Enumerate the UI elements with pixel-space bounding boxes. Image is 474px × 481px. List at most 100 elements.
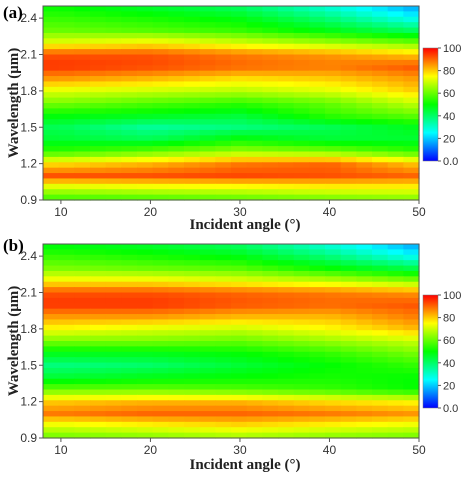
heatmap-cell <box>262 281 279 288</box>
heatmap-cell <box>387 140 404 147</box>
heatmap-cell <box>278 341 295 347</box>
heatmap-cell <box>90 378 107 385</box>
heatmap-cell <box>43 314 60 321</box>
heatmap-cell <box>137 146 154 153</box>
heatmap-cell <box>105 260 122 267</box>
heatmap-cell <box>278 189 295 196</box>
heatmap-cell <box>215 421 232 428</box>
heatmap-cell <box>199 405 216 412</box>
heatmap-cell <box>105 194 122 201</box>
heatmap-cell <box>168 92 185 99</box>
heatmap-cell <box>309 81 326 88</box>
heatmap-cell <box>199 416 216 423</box>
heatmap-cell <box>262 260 279 267</box>
heatmap-cell <box>231 416 248 423</box>
heatmap-cell <box>152 249 169 256</box>
heatmap-cell <box>340 394 357 401</box>
heatmap-cell <box>231 27 248 34</box>
heatmap-cell <box>168 389 185 396</box>
heatmap-cell <box>121 76 138 83</box>
heatmap-cell <box>74 81 91 88</box>
heatmap-cell <box>90 249 107 256</box>
heatmap-cell <box>340 113 357 120</box>
heatmap-cell <box>340 70 357 77</box>
heatmap-cell <box>403 49 420 56</box>
heatmap-cell <box>90 92 107 99</box>
heatmap-cell <box>356 194 373 201</box>
heatmap-cell <box>278 357 295 364</box>
heatmap-cell <box>309 38 326 45</box>
heatmap-cell <box>293 254 310 261</box>
heatmap-cell <box>309 260 326 267</box>
heatmap-cell <box>199 411 216 418</box>
heatmap-cell <box>340 373 357 380</box>
heatmap-cell <box>387 124 404 131</box>
heatmap-cell <box>403 178 420 185</box>
heatmap-cell <box>246 308 263 315</box>
heatmap-cell <box>121 162 138 169</box>
heatmap-cell <box>215 97 232 104</box>
heatmap-cell <box>356 76 373 83</box>
heatmap-cell <box>340 270 357 277</box>
heatmap-cell <box>356 59 373 66</box>
heatmap-cell <box>309 394 326 401</box>
heatmap-cell <box>246 38 263 45</box>
heatmap-cell <box>199 103 216 109</box>
heatmap-cell <box>387 384 404 391</box>
heatmap-cell <box>246 59 263 66</box>
heatmap-cell <box>58 76 75 83</box>
heatmap-cell <box>90 22 107 29</box>
heatmap-cell <box>293 194 310 201</box>
heatmap-cell <box>43 113 60 120</box>
heatmap-cell <box>356 394 373 401</box>
heatmap-cell <box>43 260 60 267</box>
heatmap-cell <box>309 265 326 272</box>
heatmap-cell <box>74 76 91 83</box>
y-tick-label: 0.9 <box>20 193 37 207</box>
heatmap-cell <box>184 249 201 256</box>
heatmap-cell <box>403 324 420 331</box>
heatmap-cell <box>372 140 389 147</box>
heatmap-cell <box>231 59 248 66</box>
heatmap-cell <box>309 194 326 201</box>
heatmap-cell <box>231 189 248 196</box>
heatmap-cell <box>340 367 357 374</box>
heatmap-cell <box>293 303 310 310</box>
heatmap-cell <box>403 38 420 45</box>
heatmap-cell <box>231 151 248 158</box>
heatmap-cell <box>278 178 295 185</box>
heatmap-cell <box>325 22 342 29</box>
heatmap-cell <box>262 6 279 12</box>
heatmap-cell <box>199 362 216 369</box>
heatmap-cell <box>246 146 263 153</box>
heatmap-cell <box>231 70 248 77</box>
heatmap-cell <box>262 394 279 401</box>
heatmap-cell <box>278 124 295 131</box>
heatmap-cell <box>199 330 216 337</box>
heatmap-cell <box>90 140 107 147</box>
heatmap-cell <box>90 173 107 180</box>
heatmap-cell <box>199 270 216 277</box>
heatmap-cell <box>58 292 75 299</box>
heatmap-cell <box>43 108 60 115</box>
heatmap-cell <box>105 151 122 158</box>
heatmap-cell <box>246 394 263 401</box>
heatmap-cell <box>168 308 185 315</box>
heatmap-cell <box>309 173 326 180</box>
heatmap-cell <box>309 146 326 153</box>
heatmap-cell <box>403 11 420 18</box>
y-axis: 0.91.21.51.82.12.4 <box>20 249 43 445</box>
heatmap-cell <box>168 119 185 126</box>
heatmap-cell <box>90 183 107 190</box>
heatmap-cell <box>246 54 263 61</box>
heatmap-cell <box>231 324 248 331</box>
heatmap-cell <box>199 265 216 272</box>
heatmap-cell <box>262 119 279 126</box>
heatmap-cell <box>278 119 295 126</box>
heatmap-cell <box>356 38 373 45</box>
heatmap-cell <box>231 400 248 407</box>
heatmap-cell <box>121 189 138 196</box>
heatmap-cell <box>325 119 342 126</box>
heatmap-cell <box>325 405 342 412</box>
heatmap-cell <box>58 97 75 104</box>
